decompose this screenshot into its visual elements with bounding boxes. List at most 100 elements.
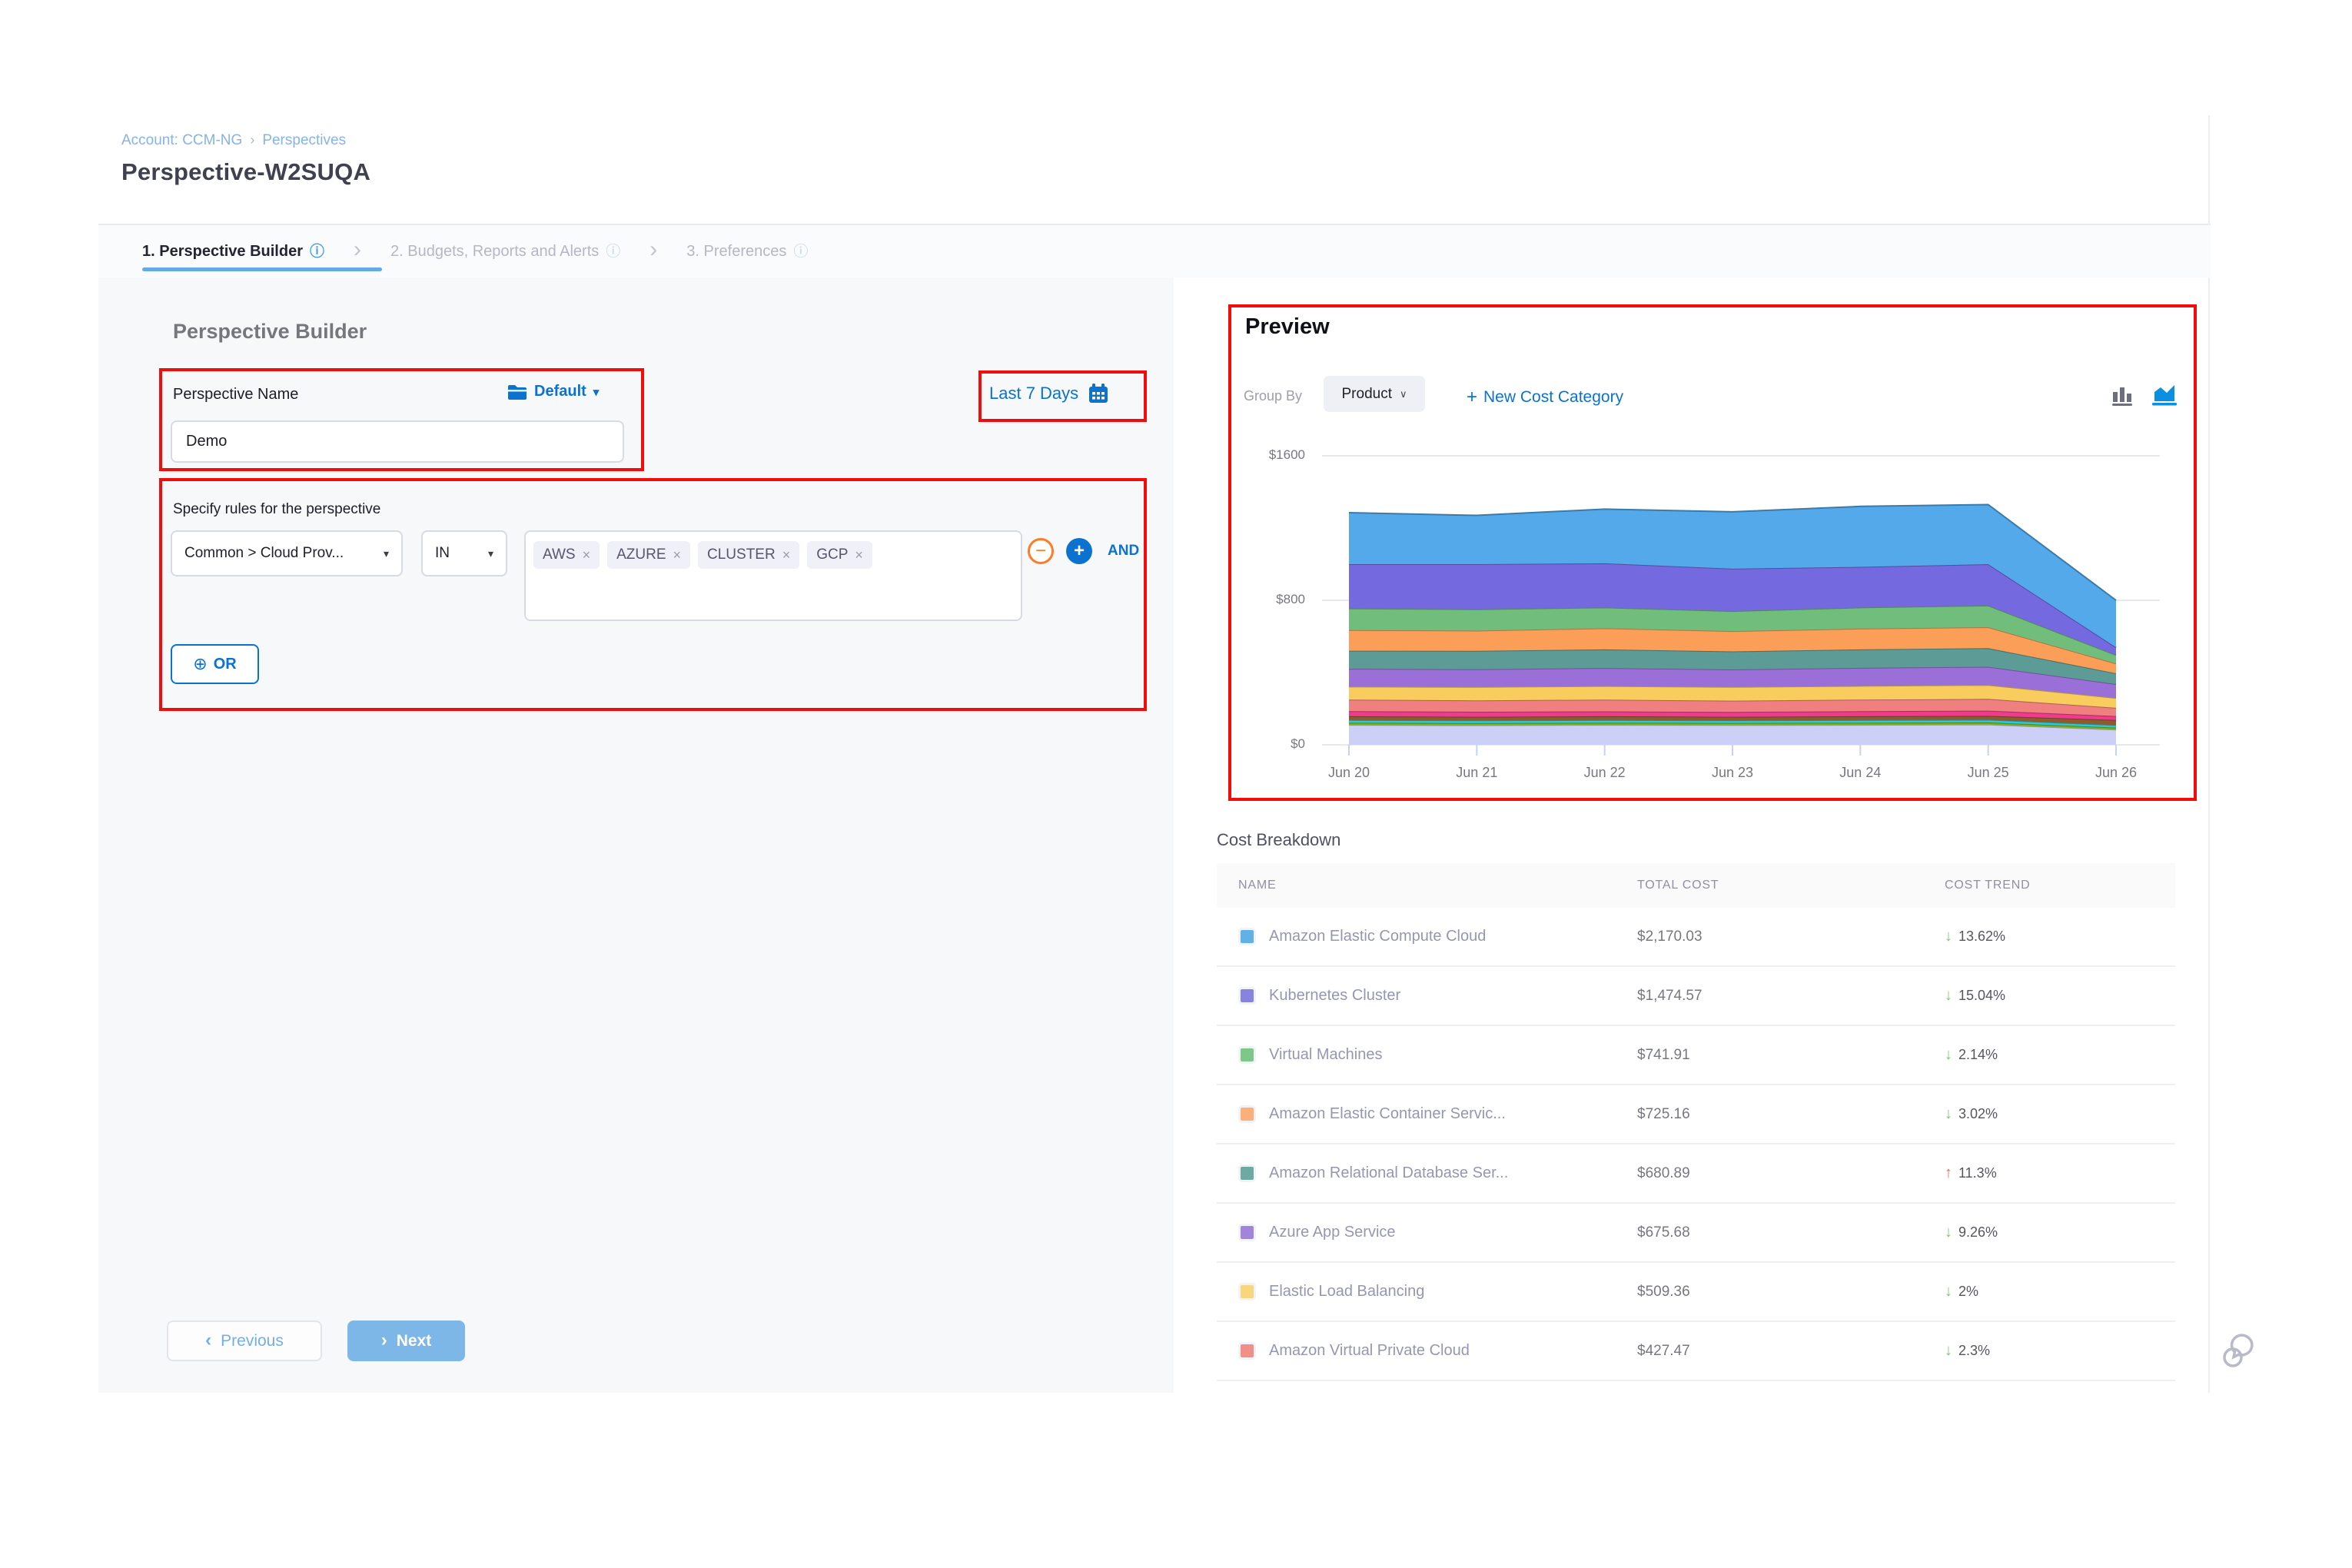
area-band [1349, 648, 2116, 685]
row-trend-percent: 2% [1958, 1284, 1979, 1299]
remove-rule-button[interactable]: − [1028, 538, 1054, 564]
tab-perspective-builder[interactable]: 1. Perspective Builder ⓘ [142, 243, 324, 261]
row-total-cost: $725.16 [1637, 1106, 1690, 1122]
info-icon[interactable]: ⓘ [606, 243, 621, 260]
chip-remove-icon[interactable]: × [782, 546, 791, 563]
row-total-cost: $1,474.57 [1637, 988, 1703, 1004]
cost-breakdown-row: Amazon Elastic Compute Cloud $2,170.03 ↓ 13… [1217, 908, 2175, 967]
next-button[interactable]: › Next [347, 1321, 465, 1361]
trend-up-arrow-icon: ↑ [1945, 1164, 1952, 1181]
series-color-swatch [1238, 1164, 1256, 1182]
x-axis-label: Jun 23 [1711, 765, 1754, 780]
area-band [1349, 719, 2116, 728]
folder-icon [508, 384, 527, 400]
cost-breakdown-heading: Cost Breakdown [1217, 830, 1341, 849]
chevron-down-icon: ▾ [593, 385, 600, 399]
area-band [1349, 666, 2116, 699]
cost-breakdown-header-row: NAME TOTAL COST COST TREND [1217, 863, 2175, 908]
add-or-rule-button[interactable]: ⊕ OR [171, 644, 259, 684]
next-button-label: Next [396, 1331, 432, 1350]
rule-value-chip[interactable]: AWS × [533, 541, 600, 569]
series-color-swatch [1238, 928, 1256, 945]
series-color-swatch [1238, 1224, 1256, 1241]
tab-budgets-reports-alerts[interactable]: 2. Budgets, Reports and Alerts ⓘ [390, 243, 620, 261]
row-trend-percent: 11.3% [1958, 1165, 1997, 1181]
rule-actions: − + AND [1028, 538, 1139, 564]
date-range-label: Last 7 Days [989, 384, 1079, 403]
group-by-dropdown[interactable]: Product ∨ [1324, 376, 1425, 412]
chip-remove-icon[interactable]: × [673, 546, 682, 563]
rule-field-value: Common > Cloud Prov... [184, 545, 344, 561]
calendar-icon [1089, 384, 1108, 403]
chat-bubbles-icon [2223, 1334, 2254, 1367]
group-by-value: Product [1341, 385, 1392, 402]
row-trend-percent: 3.02% [1958, 1106, 1998, 1121]
tab-separator-chevron-icon: › [649, 237, 658, 262]
column-header-total-cost: TOTAL COST [1637, 879, 1719, 892]
row-trend-percent: 9.26% [1958, 1224, 1998, 1240]
rule-operator-value: IN [435, 545, 450, 561]
panel-right-divider [2208, 115, 2210, 1393]
previous-button[interactable]: ‹ Previous [167, 1321, 322, 1361]
y-axis-label: $800 [1276, 592, 1305, 606]
folder-select-value: Default [534, 383, 586, 400]
folder-select[interactable]: Default ▾ [507, 383, 599, 400]
perspective-name-input[interactable] [171, 420, 624, 463]
add-rule-button[interactable]: + [1066, 538, 1092, 564]
row-trend-percent: 2.14% [1958, 1047, 1998, 1062]
or-button-label: OR [213, 655, 237, 673]
info-icon[interactable]: ⓘ [793, 243, 809, 260]
row-name: Amazon Virtual Private Cloud [1269, 1342, 1470, 1359]
chip-remove-icon[interactable]: × [855, 546, 863, 563]
group-by-label: Group By [1244, 388, 1303, 404]
area-band [1349, 504, 2116, 648]
cost-breakdown-row: Amazon Virtual Private Cloud $427.47 ↓ 2.3% [1217, 1322, 2175, 1381]
plus-icon: + [1467, 387, 1478, 407]
and-operator-button[interactable]: AND [1108, 543, 1140, 559]
area-chart-icon[interactable] [2150, 381, 2179, 409]
bar-chart-icon[interactable] [2110, 381, 2138, 409]
trend-down-arrow-icon: ↓ [1945, 1105, 1952, 1122]
new-cost-category-label: New Cost Category [1483, 388, 1624, 406]
x-axis-label: Jun 20 [1327, 765, 1370, 780]
rule-value-chip[interactable]: AZURE × [607, 541, 691, 569]
chevron-down-icon: ▾ [487, 546, 493, 560]
column-header-name: NAME [1238, 879, 1277, 892]
support-chat-button[interactable] [2221, 1330, 2264, 1374]
chip-remove-icon[interactable]: × [582, 546, 591, 563]
tab-preferences[interactable]: 3. Preferences ⓘ [686, 243, 808, 261]
perspective-name-label: Perspective Name [173, 386, 299, 403]
column-header-cost-trend: COST TREND [1945, 879, 2031, 892]
plus-icon: + [1073, 540, 1085, 561]
chip-label: CLUSTER [707, 546, 776, 563]
area-band [1349, 685, 2116, 708]
tab-label: 2. Budgets, Reports and Alerts [390, 242, 600, 260]
rule-value-chip[interactable]: GCP × [807, 541, 872, 569]
row-name: Amazon Elastic Container Servic... [1269, 1105, 1506, 1122]
rule-operator-dropdown[interactable]: IN ▾ [421, 530, 507, 576]
breadcrumb-account-link[interactable]: Account: CCM-NG [121, 132, 243, 148]
x-axis-label: Jun 26 [2095, 765, 2138, 780]
series-color-swatch [1238, 1105, 1256, 1123]
page-title: Perspective-W2SUQA [121, 158, 371, 185]
rule-value-chip[interactable]: CLUSTER × [698, 541, 800, 569]
rule-field-dropdown[interactable]: Common > Cloud Prov... ▾ [171, 530, 403, 576]
date-range-picker[interactable]: Last 7 Days [989, 383, 1109, 404]
breadcrumb-separator-icon: › [250, 132, 255, 148]
y-axis-label: $1600 [1268, 447, 1305, 462]
row-name: Azure App Service [1269, 1224, 1396, 1241]
trend-down-arrow-icon: ↓ [1945, 987, 1952, 1004]
rules-section-label: Specify rules for the perspective [173, 501, 381, 517]
row-name: Amazon Relational Database Ser... [1269, 1164, 1509, 1181]
chip-label: GCP [816, 546, 849, 563]
breadcrumb-perspectives-link[interactable]: Perspectives [262, 132, 347, 148]
chevron-down-icon: ∨ [1399, 387, 1407, 400]
circled-plus-icon: ⊕ [193, 654, 208, 673]
row-total-cost: $427.47 [1637, 1343, 1690, 1359]
info-icon[interactable]: ⓘ [309, 243, 324, 260]
series-color-swatch [1238, 1046, 1256, 1064]
preview-heading: Preview [1245, 314, 1330, 339]
area-band [1349, 627, 2116, 673]
new-cost-category-button[interactable]: + New Cost Category [1467, 387, 1623, 408]
rule-values-input[interactable]: AWS × AZURE × CLUSTER × GCP × [524, 530, 1022, 621]
